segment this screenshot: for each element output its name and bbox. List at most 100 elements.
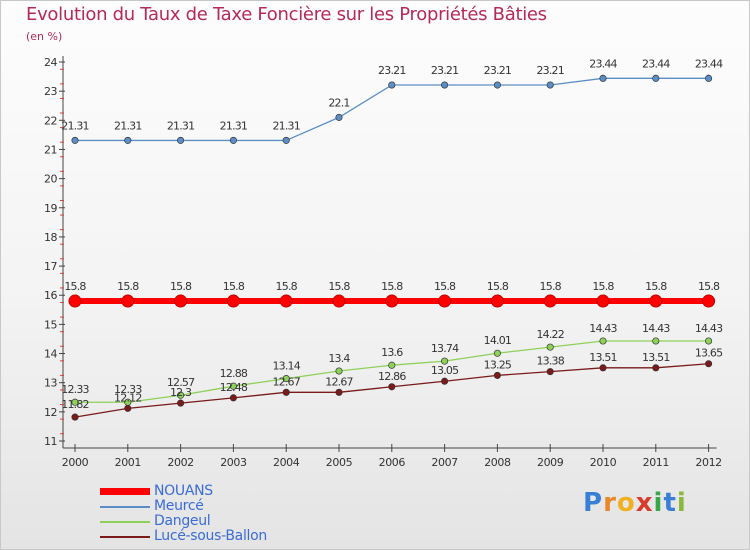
data-point-1 xyxy=(441,81,449,89)
data-label-3: 13.65 xyxy=(695,347,723,360)
data-label-1: 23.21 xyxy=(484,64,512,77)
logo-letter: i xyxy=(676,488,687,518)
data-label-3: 12.3 xyxy=(170,386,192,399)
x-tick-label: 2006 xyxy=(379,456,406,469)
data-point-1 xyxy=(705,74,713,82)
data-label-2: 12.33 xyxy=(61,383,89,396)
logo-letter: r xyxy=(603,488,617,518)
y-tick-label: 23 xyxy=(44,85,57,98)
data-label-2: 12.33 xyxy=(114,383,142,396)
data-label-2: 13.6 xyxy=(381,346,403,359)
data-label-2: 14.43 xyxy=(695,322,723,335)
y-tick-label: 11 xyxy=(44,435,57,448)
data-label-2: 14.22 xyxy=(536,328,564,341)
x-tick-label: 2010 xyxy=(590,456,617,469)
data-point-3 xyxy=(71,413,79,421)
legend-label: Lucé-sous-Ballon xyxy=(154,528,267,544)
y-tick-label: 15 xyxy=(44,318,57,331)
x-tick-label: 2000 xyxy=(62,456,89,469)
data-point-3 xyxy=(441,377,449,385)
data-point-nouans xyxy=(226,294,240,308)
data-label-3: 12.12 xyxy=(114,391,142,404)
data-point-2 xyxy=(652,337,660,345)
data-point-2 xyxy=(229,382,237,390)
data-point-3 xyxy=(546,368,554,376)
data-point-2 xyxy=(177,391,185,399)
x-tick-label: 2005 xyxy=(326,456,353,469)
data-point-2 xyxy=(705,337,713,345)
data-point-nouans xyxy=(385,294,399,308)
data-label-2: 13.74 xyxy=(431,342,459,355)
data-label-2: 12.57 xyxy=(167,376,195,389)
x-tick-label: 2012 xyxy=(695,456,721,469)
data-label-1: 23.44 xyxy=(642,57,670,70)
data-point-3 xyxy=(124,404,132,412)
logo-letter: t xyxy=(663,488,677,518)
data-point-1 xyxy=(177,136,185,144)
y-tick-label: 24 xyxy=(44,56,57,69)
legend-swatch xyxy=(100,535,150,538)
data-point-1 xyxy=(599,74,607,82)
data-point-1 xyxy=(229,136,237,144)
data-label-0: 15.8 xyxy=(698,280,720,293)
data-point-nouans xyxy=(332,294,346,308)
x-tick-label: 2004 xyxy=(273,456,300,469)
data-point-3 xyxy=(229,394,237,402)
data-point-2 xyxy=(335,367,343,375)
data-point-2 xyxy=(546,343,554,351)
legend-label: Dangeul xyxy=(154,513,211,529)
legend-item: Dangeul xyxy=(100,514,267,529)
legend-item: Meurcé xyxy=(100,499,267,514)
x-tick-label: 2008 xyxy=(484,456,511,469)
data-label-0: 15.8 xyxy=(487,280,509,293)
y-tick-label: 14 xyxy=(44,348,57,361)
data-point-2 xyxy=(124,398,132,406)
data-point-1 xyxy=(282,136,290,144)
data-label-0: 15.8 xyxy=(645,280,667,293)
y-tick-label: 16 xyxy=(44,289,57,302)
chart-subtitle: (en %) xyxy=(26,30,63,43)
logo-letter: P xyxy=(583,488,604,518)
data-label-3: 11.82 xyxy=(61,398,89,411)
legend-swatch xyxy=(100,505,150,508)
data-point-1 xyxy=(335,113,343,121)
data-point-nouans xyxy=(121,294,135,308)
logo-letter: i xyxy=(653,488,664,518)
data-label-3: 12.67 xyxy=(272,375,300,388)
data-point-2 xyxy=(599,337,607,345)
data-label-1: 21.31 xyxy=(61,119,89,132)
data-label-1: 23.44 xyxy=(589,57,617,70)
data-point-nouans xyxy=(68,294,82,308)
data-point-nouans xyxy=(490,294,504,308)
data-label-1: 21.31 xyxy=(272,119,300,132)
data-label-0: 15.8 xyxy=(434,280,456,293)
data-point-1 xyxy=(71,136,79,144)
data-label-0: 15.8 xyxy=(64,280,86,293)
y-tick-label: 19 xyxy=(44,202,57,215)
data-label-0: 15.8 xyxy=(540,280,562,293)
data-label-0: 15.8 xyxy=(592,280,614,293)
data-point-2 xyxy=(282,375,290,383)
chart-title: Evolution du Taux de Taxe Foncière sur l… xyxy=(26,4,547,25)
data-label-2: 14.01 xyxy=(484,334,512,347)
data-label-0: 15.8 xyxy=(328,280,350,293)
data-point-nouans xyxy=(279,294,293,308)
data-label-0: 15.8 xyxy=(223,280,245,293)
data-point-nouans xyxy=(596,294,610,308)
data-point-1 xyxy=(546,81,554,89)
data-label-2: 13.14 xyxy=(272,360,300,373)
legend-label: Meurcé xyxy=(154,498,204,514)
data-label-2: 14.43 xyxy=(642,322,670,335)
proxiti-logo: Proxiti xyxy=(583,488,687,518)
data-point-nouans xyxy=(438,294,452,308)
logo-letter: x xyxy=(635,488,654,518)
data-point-3 xyxy=(177,399,185,407)
y-tick-label: 12 xyxy=(44,406,57,419)
data-point-nouans xyxy=(543,294,557,308)
data-point-3 xyxy=(705,360,713,368)
x-tick-label: 2011 xyxy=(643,456,669,469)
data-label-0: 15.8 xyxy=(381,280,403,293)
data-point-3 xyxy=(493,371,501,379)
data-label-0: 15.8 xyxy=(117,280,139,293)
